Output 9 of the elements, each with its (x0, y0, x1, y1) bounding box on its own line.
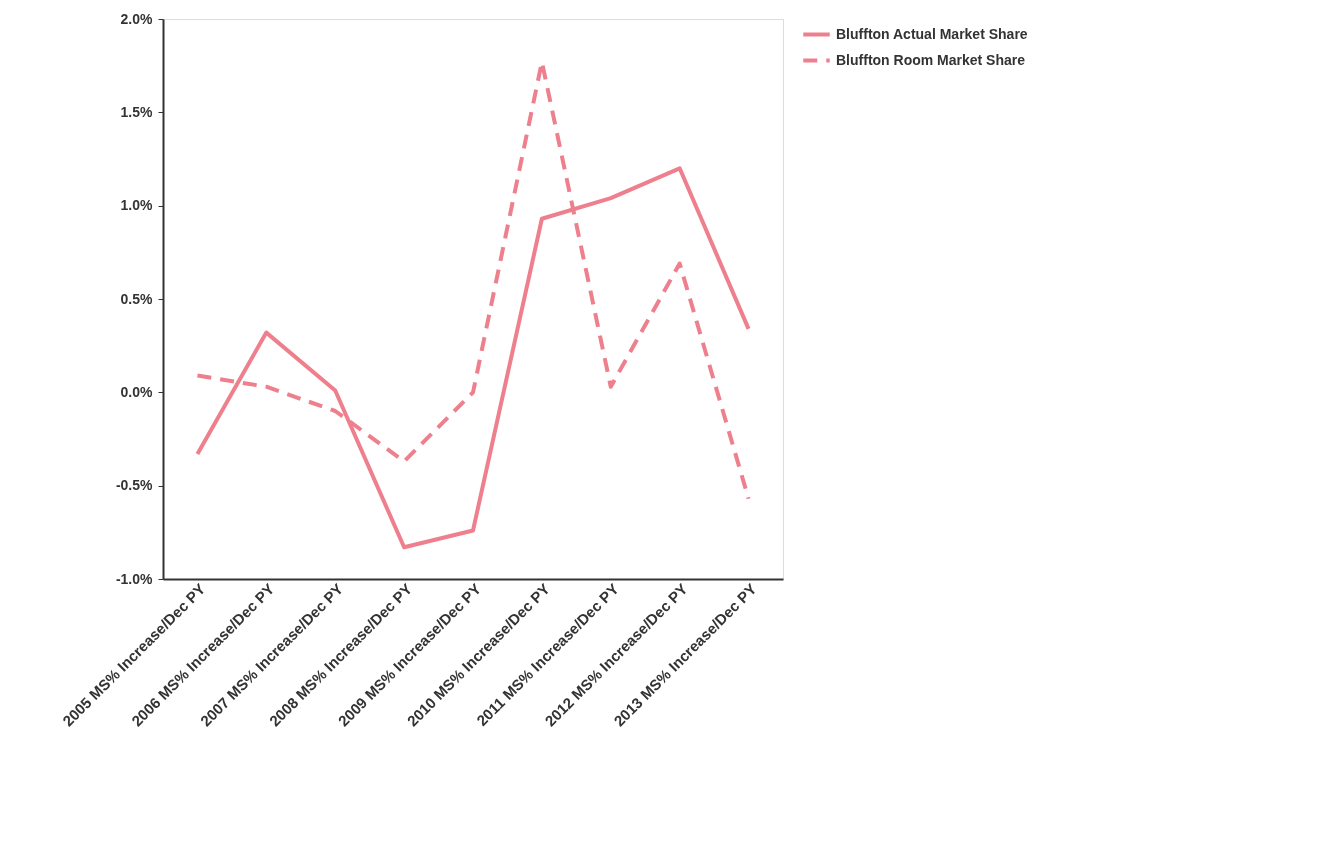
legend-label: Bluffton Room Market Share (836, 51, 1026, 68)
y-tick-label: 1.0% (120, 197, 154, 214)
y-tick-label: 0.5% (120, 290, 154, 307)
y-tick-label: 1.5% (120, 103, 154, 120)
y-tick-label: 0.0% (120, 383, 154, 400)
y-tick-label: 2.0% (120, 10, 154, 27)
legend-label: Bluffton Actual Market Share (836, 25, 1028, 42)
y-tick-label: -0.5% (115, 477, 154, 494)
y-tick-label: -1.0% (115, 570, 154, 587)
